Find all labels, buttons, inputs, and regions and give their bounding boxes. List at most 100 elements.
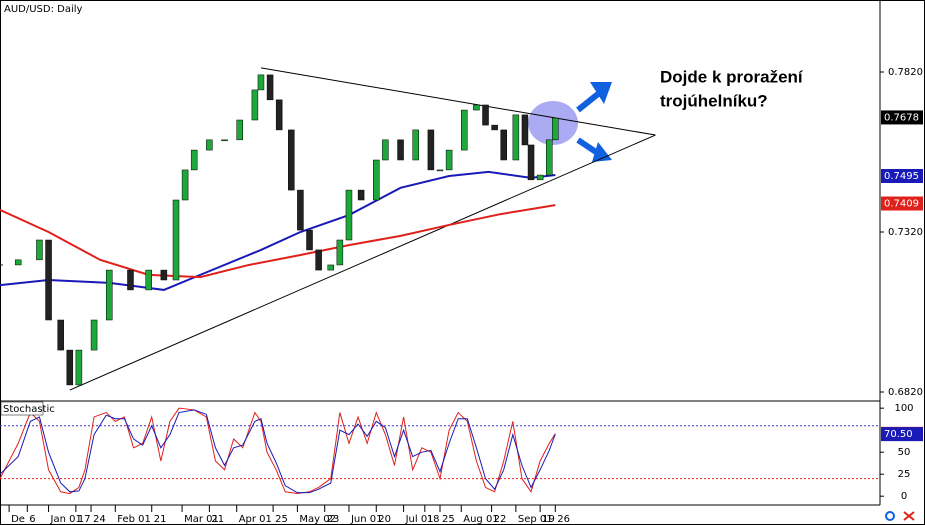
candle — [436, 169, 444, 172]
stochastic-line — [0, 407, 556, 495]
candle — [172, 199, 180, 281]
stoch-title-box — [0, 401, 44, 416]
y-tick-label: 0.6820 — [888, 387, 923, 398]
x-tick-label: 18 — [427, 514, 440, 525]
x-tick-label: 24 — [93, 514, 106, 525]
candle — [181, 169, 189, 201]
annotation: trojúhelníku? — [660, 91, 768, 110]
candle — [373, 159, 380, 201]
moving-average — [0, 204, 556, 279]
x-tick-label: De — [11, 514, 25, 525]
x-tick-label: 25 — [442, 514, 455, 525]
y-tick-label: 0.7820 — [888, 67, 923, 78]
plot-layer: 0.7820 0.7320 0.6820 0.7678 0.7495 0.7409 100 5… — [0, 67, 923, 525]
candle — [527, 144, 535, 181]
candle — [257, 74, 265, 91]
x-tick-label: 21 — [154, 514, 167, 525]
arrows — [576, 82, 612, 162]
price-tag-box — [881, 427, 923, 442]
stoch-title: Stochastic — [3, 404, 55, 415]
candle — [221, 139, 228, 142]
x-tick-label: 26 — [557, 514, 570, 525]
y-tick-label: 0 — [901, 491, 907, 502]
candle — [397, 139, 404, 161]
candle — [127, 269, 134, 291]
x-tick-label: 22 — [494, 514, 507, 525]
x-tick-label: Sep 01 — [518, 514, 553, 525]
candle — [491, 124, 498, 131]
chart-title: AUD/USD: Daily — [4, 4, 83, 15]
candle — [297, 189, 304, 231]
y-tick-label: 50 — [898, 447, 911, 458]
icon — [903, 511, 915, 521]
x-tick-label: Jan 01 — [50, 514, 82, 525]
candle — [45, 239, 52, 321]
candle — [206, 139, 213, 151]
trendline — [69, 134, 656, 391]
price-tag-box — [881, 110, 923, 125]
arrow-down — [576, 137, 598, 155]
candle — [57, 319, 64, 351]
candle — [536, 174, 544, 181]
y-tick-label: 25 — [898, 469, 911, 480]
x-tick-label: Feb 01 — [117, 514, 151, 525]
x-tick-label: May 02 — [299, 514, 336, 525]
trendline — [260, 67, 656, 136]
icon — [885, 511, 895, 521]
candle — [552, 117, 559, 141]
x-tick-label: 25 — [275, 514, 288, 525]
candle — [306, 229, 313, 251]
price-tag: 0.7495 — [884, 171, 919, 182]
candle — [236, 119, 243, 141]
x-tick-label: 23 — [327, 514, 340, 525]
candle — [461, 109, 468, 151]
x-tick-label: 20 — [378, 514, 391, 525]
candle — [445, 149, 453, 171]
candle — [160, 269, 168, 281]
x-tick-label: Mar 01 — [184, 514, 219, 525]
x-tick-label: Jul 01 — [405, 514, 434, 525]
title-box — [1, 1, 87, 15]
annotation: Dojde k proražení — [660, 67, 804, 86]
candle — [336, 239, 344, 266]
candle — [275, 99, 283, 131]
candle — [251, 89, 259, 121]
candle — [521, 114, 529, 146]
candle — [512, 114, 520, 161]
arrow-down-head — [592, 142, 612, 162]
x-tick-label: Apr 01 — [239, 514, 272, 525]
candle — [105, 269, 113, 321]
x-tick-label: Jun 01 — [350, 514, 383, 525]
candle — [545, 139, 553, 176]
x-tick-label: 19 — [542, 514, 555, 525]
corner-icons — [885, 511, 915, 521]
candle — [14, 259, 22, 266]
x-tick-label: 6 — [29, 514, 35, 525]
candle — [382, 139, 389, 161]
candle — [412, 129, 419, 161]
arrow-up-head — [590, 82, 612, 104]
arrow-up — [576, 91, 600, 113]
candle — [357, 189, 365, 201]
candle — [315, 249, 322, 271]
candle — [482, 104, 489, 126]
candle — [145, 269, 152, 291]
candle — [288, 129, 295, 191]
candle — [500, 129, 507, 161]
x-tick-label: 21 — [211, 514, 224, 525]
price-tag: 0.7678 — [884, 112, 919, 123]
candle — [266, 74, 274, 101]
x-tick-label: Aug 01 — [463, 514, 498, 525]
candle — [36, 239, 43, 261]
candle — [427, 129, 435, 171]
candle — [90, 319, 98, 351]
candle — [190, 149, 198, 171]
price-tag-box — [881, 196, 923, 211]
price-tag-box — [881, 169, 923, 183]
candle — [345, 189, 353, 241]
candle — [473, 104, 480, 111]
price-tag: 70.50 — [884, 429, 913, 440]
candle — [66, 349, 74, 386]
price-tag: 0.7409 — [884, 199, 919, 210]
